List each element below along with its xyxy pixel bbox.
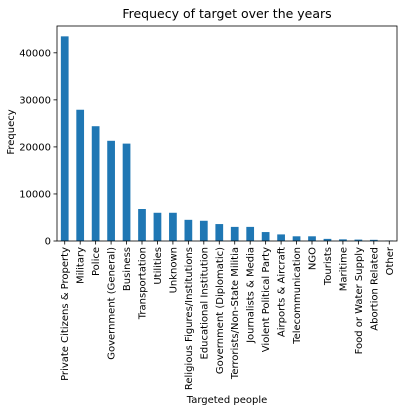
bar: [76, 110, 84, 241]
bar: [262, 232, 270, 241]
bar: [154, 213, 162, 241]
bar: [185, 220, 193, 241]
x-tick-label: Other: [385, 246, 396, 275]
bar: [61, 36, 69, 241]
bar: [92, 126, 100, 241]
y-axis-label: Frequecy: [6, 109, 17, 154]
bar: [215, 224, 223, 241]
y-tick-label: 30000: [19, 95, 51, 106]
x-tick-label: Educational Institution: [199, 247, 210, 359]
y-tick-label: 20000: [19, 142, 51, 153]
y-tick-label: 0: [45, 237, 51, 248]
x-tick-label: Maritime: [338, 247, 349, 291]
y-tick-label: 10000: [19, 189, 51, 200]
x-tick-label: Unknown: [168, 247, 179, 293]
x-tick-label: Utilities: [153, 247, 164, 285]
x-tick-label: Police: [91, 247, 102, 276]
bar: [123, 144, 131, 241]
bar: [277, 234, 285, 241]
bar: [169, 213, 177, 241]
x-tick-label: Private Citizens & Property: [60, 247, 71, 381]
x-tick-label: Food or Water Supply: [354, 247, 365, 354]
chart-title: Frequecy of target over the years: [122, 6, 331, 21]
x-tick-label: Telecommunication: [292, 247, 303, 345]
x-tick-label: NGO: [308, 247, 319, 270]
x-tick-label: Military: [76, 247, 87, 284]
x-tick-label: Journalists & Media: [246, 247, 257, 344]
x-tick-label: Violent Political Party: [261, 247, 272, 352]
bar: [200, 221, 208, 241]
bar: [293, 236, 301, 241]
x-tick-label: Tourists: [323, 247, 334, 286]
x-tick-label: Airports & Aircraft: [277, 247, 288, 337]
x-tick-label: Transportation: [138, 247, 149, 320]
bar: [308, 236, 316, 241]
bar: [138, 209, 146, 241]
y-tick-label: 40000: [19, 48, 51, 59]
chart-marks: 0 10000 20000 30000 40000 Private Citizens & …: [19, 26, 397, 390]
x-tick-label: Terrorists/Non-State Militia: [230, 247, 241, 380]
x-axis-label: Targeted people: [186, 395, 268, 406]
x-tick-label: Government (Diplomatic): [215, 247, 226, 374]
bar: [246, 227, 254, 241]
bar: [231, 227, 239, 241]
x-tick-label: Business: [122, 247, 133, 291]
bar: [107, 141, 115, 241]
x-tick-label: Abortion Related: [369, 247, 380, 331]
x-tick-label: Religious Figures/Institutions: [184, 247, 195, 390]
x-tick-label: Government (General): [107, 247, 118, 360]
